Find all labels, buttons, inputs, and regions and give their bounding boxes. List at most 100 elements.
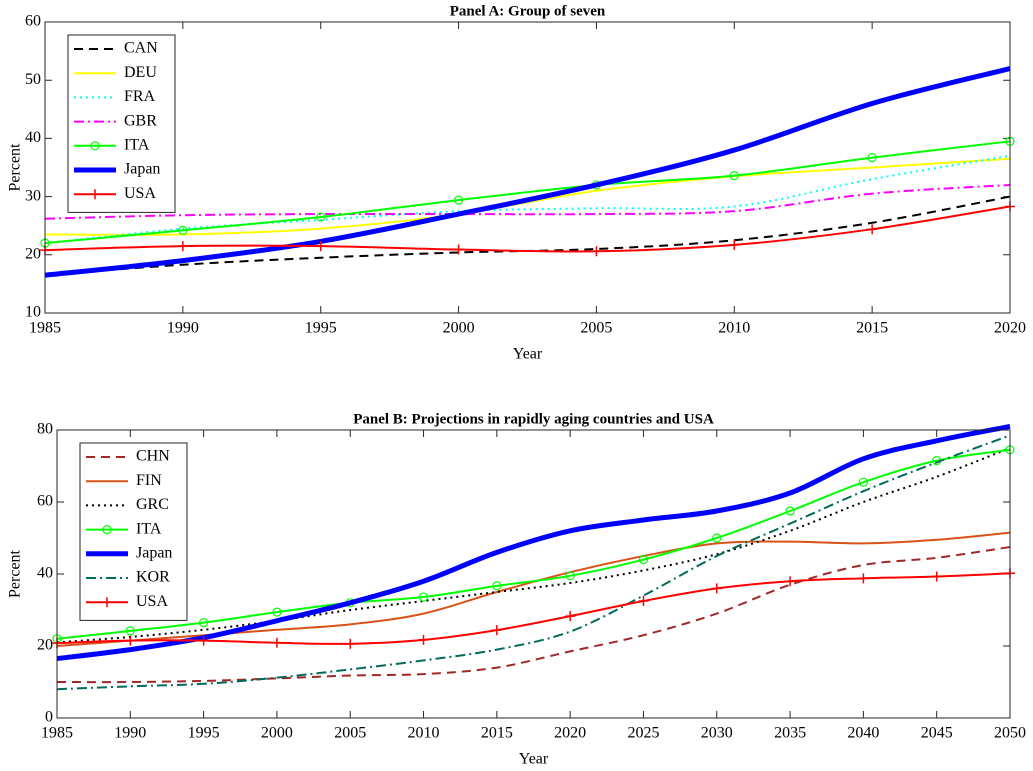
marker (931, 571, 942, 582)
x-tick-label: 2040 (847, 725, 879, 742)
legend-label: USA (124, 185, 156, 202)
legend-label: USA (136, 593, 168, 610)
x-axis-label: Year (519, 751, 549, 768)
series-line (44, 183, 1011, 220)
y-tick-label: 20 (37, 637, 53, 654)
marker (638, 596, 649, 606)
axes-box (44, 21, 1011, 314)
x-tick-label: 2000 (261, 725, 293, 742)
marker (729, 171, 739, 181)
legend-label: Japan (124, 161, 160, 178)
x-tick-label: 2015 (856, 320, 888, 337)
y-axis-label: Percent (7, 143, 24, 192)
marker (315, 241, 326, 252)
marker (198, 635, 209, 646)
x-tick-label: 2010 (718, 320, 750, 337)
x-tick-label: 1990 (167, 320, 199, 337)
marker (858, 477, 868, 487)
y-tick-label: 60 (37, 493, 53, 510)
x-tick-label: 2025 (627, 725, 659, 742)
series-line (56, 423, 1011, 662)
marker (858, 573, 869, 584)
legend-label: Japan (136, 544, 172, 561)
series-line (44, 140, 1011, 245)
x-tick-label: 1990 (114, 725, 146, 742)
series-line (44, 205, 1011, 253)
x-tick-label: 1985 (41, 725, 73, 742)
x-tick-label: 2005 (334, 725, 366, 742)
marker (178, 225, 188, 235)
legend-marker (90, 141, 100, 151)
marker (453, 244, 464, 255)
y-tick-label: 40 (37, 565, 53, 582)
legend-marker (102, 524, 112, 535)
marker (711, 583, 722, 594)
legend-label: DEU (124, 64, 157, 81)
marker (316, 212, 326, 222)
x-axis-label: Year (513, 346, 543, 363)
series-line (44, 66, 1011, 278)
y-tick-label: 40 (25, 129, 41, 146)
marker (453, 195, 464, 205)
x-tick-label: 2010 (408, 725, 440, 742)
marker (199, 617, 209, 628)
y-tick-label: 60 (25, 13, 41, 30)
chart-title: Panel B: Projections in rapidly aging co… (353, 411, 714, 427)
legend-label: FIN (136, 472, 162, 489)
marker (565, 611, 576, 622)
marker (271, 637, 282, 648)
y-axis-label: Percent (7, 549, 24, 598)
y-tick-label: 10 (25, 304, 41, 321)
marker (177, 241, 188, 252)
marker (785, 576, 796, 587)
legend-marker (90, 189, 100, 200)
x-tick-label: 2035 (774, 725, 806, 742)
marker (492, 581, 502, 591)
legend-label: CHN (136, 448, 170, 465)
legend-marker (102, 597, 112, 608)
series-line (56, 546, 1011, 684)
marker (418, 634, 429, 645)
x-tick-label: 2020 (994, 320, 1026, 337)
marker (867, 224, 878, 235)
marker (345, 638, 356, 649)
marker (125, 626, 135, 636)
y-tick-label: 50 (25, 71, 41, 88)
axes-box (56, 429, 1011, 719)
legend-label: GBR (124, 112, 157, 129)
x-tick-label: 2020 (554, 725, 586, 742)
marker (712, 533, 722, 543)
plot-area (45, 22, 1010, 313)
legend-label: CAN (124, 40, 158, 57)
y-tick-label: 30 (25, 187, 41, 204)
x-tick-label: 2015 (481, 725, 513, 742)
marker (418, 592, 429, 602)
legend-box (79, 442, 188, 621)
plot-area (57, 430, 1010, 718)
legend-label: ITA (136, 520, 162, 537)
x-tick-label: 2050 (994, 725, 1026, 742)
x-tick-label: 2000 (443, 320, 475, 337)
x-tick-label: 2030 (701, 725, 733, 742)
legend-box (67, 34, 176, 213)
x-tick-label: 1995 (305, 320, 337, 337)
x-tick-label: 1995 (188, 725, 220, 742)
marker (729, 239, 740, 250)
marker (785, 506, 795, 516)
y-tick-label: 0 (45, 709, 53, 726)
marker (491, 625, 502, 636)
x-tick-label: 2005 (580, 320, 612, 337)
series-line (56, 448, 1011, 640)
marker (591, 246, 602, 257)
marker (272, 607, 282, 617)
series-line (56, 434, 1011, 691)
marker (638, 554, 649, 565)
legend-label: ITA (124, 136, 150, 153)
chart-title: Panel A: Group of seven (450, 3, 606, 19)
legend-label: GRC (136, 496, 169, 513)
x-tick-label: 2045 (921, 725, 953, 742)
series-line (56, 572, 1011, 645)
marker (565, 571, 575, 581)
x-tick-label: 1985 (29, 320, 61, 337)
